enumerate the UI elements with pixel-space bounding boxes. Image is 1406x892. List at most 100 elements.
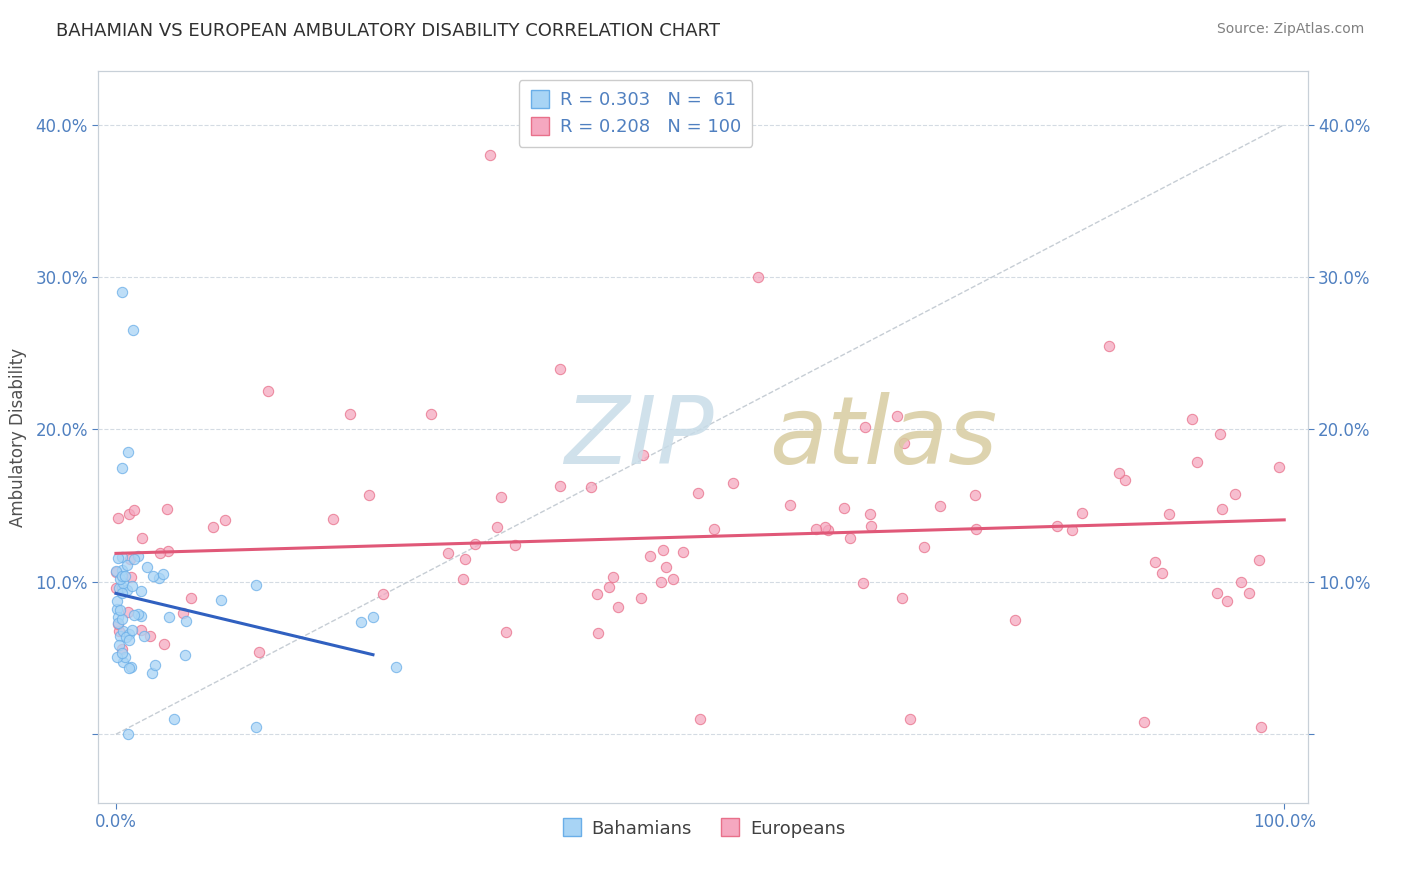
- Point: [1157, 507, 1180, 521]
- Point: [129, 584, 152, 599]
- Point: [454, 551, 477, 566]
- Point: [111, 646, 134, 660]
- Point: [839, 532, 862, 546]
- Point: [120, 569, 142, 583]
- Point: [747, 270, 769, 285]
- Point: [1247, 552, 1270, 566]
- Point: [1209, 426, 1232, 441]
- Point: [256, 384, 278, 399]
- Point: [859, 508, 882, 522]
- Point: [105, 594, 128, 608]
- Point: [114, 650, 136, 665]
- Point: [886, 409, 908, 423]
- Point: [145, 657, 167, 672]
- Text: Source: ZipAtlas.com: Source: ZipAtlas.com: [1216, 22, 1364, 37]
- Point: [122, 551, 145, 566]
- Point: [371, 587, 394, 601]
- Point: [110, 572, 132, 586]
- Point: [127, 607, 149, 621]
- Point: [105, 649, 128, 664]
- Point: [1070, 506, 1092, 520]
- Point: [1211, 502, 1233, 516]
- Point: [155, 502, 177, 516]
- Point: [163, 712, 186, 726]
- Point: [672, 545, 695, 559]
- Point: [122, 608, 145, 623]
- Point: [1205, 586, 1227, 600]
- Point: [118, 661, 141, 675]
- Point: [898, 712, 921, 726]
- Point: [110, 563, 132, 577]
- Point: [117, 445, 139, 459]
- Point: [689, 712, 711, 726]
- Point: [107, 511, 129, 525]
- Point: [548, 361, 571, 376]
- Point: [180, 591, 202, 605]
- Point: [201, 519, 224, 533]
- Point: [108, 582, 131, 596]
- Point: [245, 577, 267, 591]
- Text: atlas: atlas: [769, 392, 998, 483]
- Point: [702, 522, 724, 536]
- Point: [247, 645, 270, 659]
- Point: [1216, 594, 1239, 608]
- Point: [817, 524, 839, 538]
- Point: [686, 486, 709, 500]
- Point: [104, 565, 127, 579]
- Point: [124, 503, 146, 517]
- Point: [138, 629, 160, 643]
- Point: [120, 660, 142, 674]
- Point: [118, 626, 141, 640]
- Point: [586, 587, 609, 601]
- Point: [172, 606, 194, 620]
- Point: [495, 625, 517, 640]
- Point: [852, 575, 875, 590]
- Point: [1004, 614, 1026, 628]
- Point: [148, 571, 170, 585]
- Point: [107, 615, 129, 630]
- Y-axis label: Ambulatory Disability: Ambulatory Disability: [10, 348, 27, 526]
- Point: [489, 490, 512, 504]
- Point: [1060, 523, 1083, 537]
- Point: [111, 641, 134, 656]
- Point: [1250, 720, 1272, 734]
- Point: [451, 573, 474, 587]
- Point: [108, 638, 131, 652]
- Point: [108, 624, 131, 638]
- Point: [1144, 555, 1167, 569]
- Point: [214, 512, 236, 526]
- Point: [853, 419, 876, 434]
- Point: [149, 546, 172, 560]
- Point: [117, 606, 139, 620]
- Point: [350, 615, 373, 629]
- Point: [437, 546, 460, 560]
- Point: [912, 540, 935, 554]
- Point: [965, 522, 987, 536]
- Point: [779, 498, 801, 512]
- Point: [107, 610, 129, 624]
- Point: [118, 632, 141, 647]
- Point: [174, 614, 197, 628]
- Point: [361, 609, 384, 624]
- Text: BAHAMIAN VS EUROPEAN AMBULATORY DISABILITY CORRELATION CHART: BAHAMIAN VS EUROPEAN AMBULATORY DISABILI…: [56, 22, 720, 40]
- Point: [478, 148, 501, 162]
- Point: [661, 573, 683, 587]
- Point: [586, 625, 609, 640]
- Point: [1108, 466, 1130, 480]
- Point: [127, 549, 149, 563]
- Point: [111, 460, 134, 475]
- Point: [118, 552, 141, 566]
- Point: [652, 542, 675, 557]
- Point: [655, 560, 678, 574]
- Point: [464, 536, 486, 550]
- Point: [131, 531, 153, 545]
- Point: [1223, 487, 1246, 501]
- Point: [112, 575, 135, 590]
- Point: [420, 407, 443, 421]
- Point: [111, 624, 134, 639]
- Point: [152, 567, 174, 582]
- Point: [1152, 566, 1174, 580]
- Point: [1237, 585, 1260, 599]
- Point: [339, 407, 361, 421]
- Point: [129, 623, 152, 637]
